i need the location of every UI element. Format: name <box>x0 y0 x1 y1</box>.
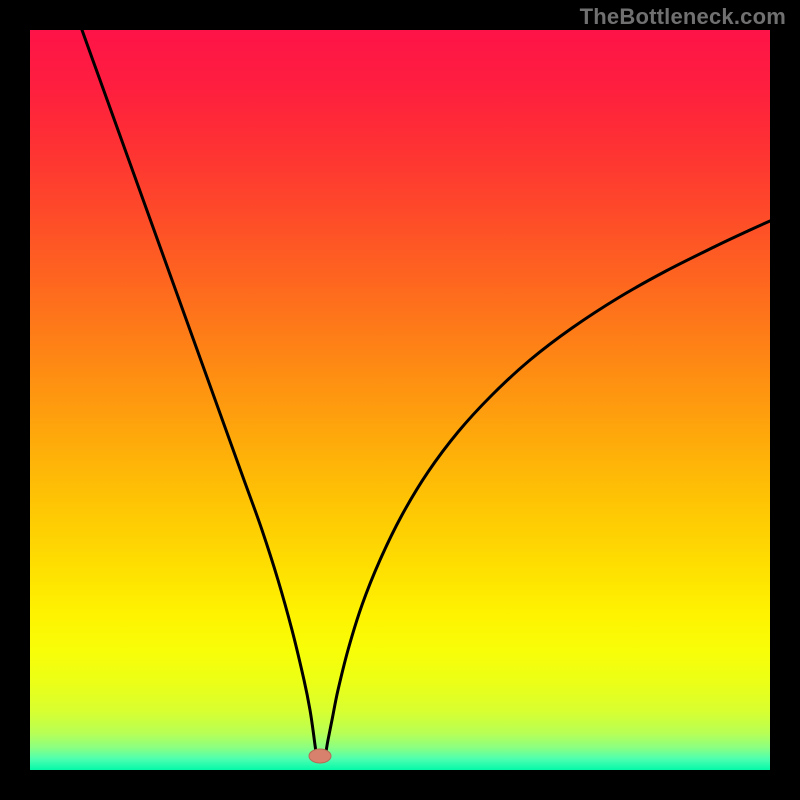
bottleneck-plot <box>30 30 770 770</box>
valley-marker <box>309 749 331 763</box>
plot-background <box>30 30 770 770</box>
chart-frame: TheBottleneck.com <box>0 0 800 800</box>
watermark-text: TheBottleneck.com <box>580 4 786 30</box>
